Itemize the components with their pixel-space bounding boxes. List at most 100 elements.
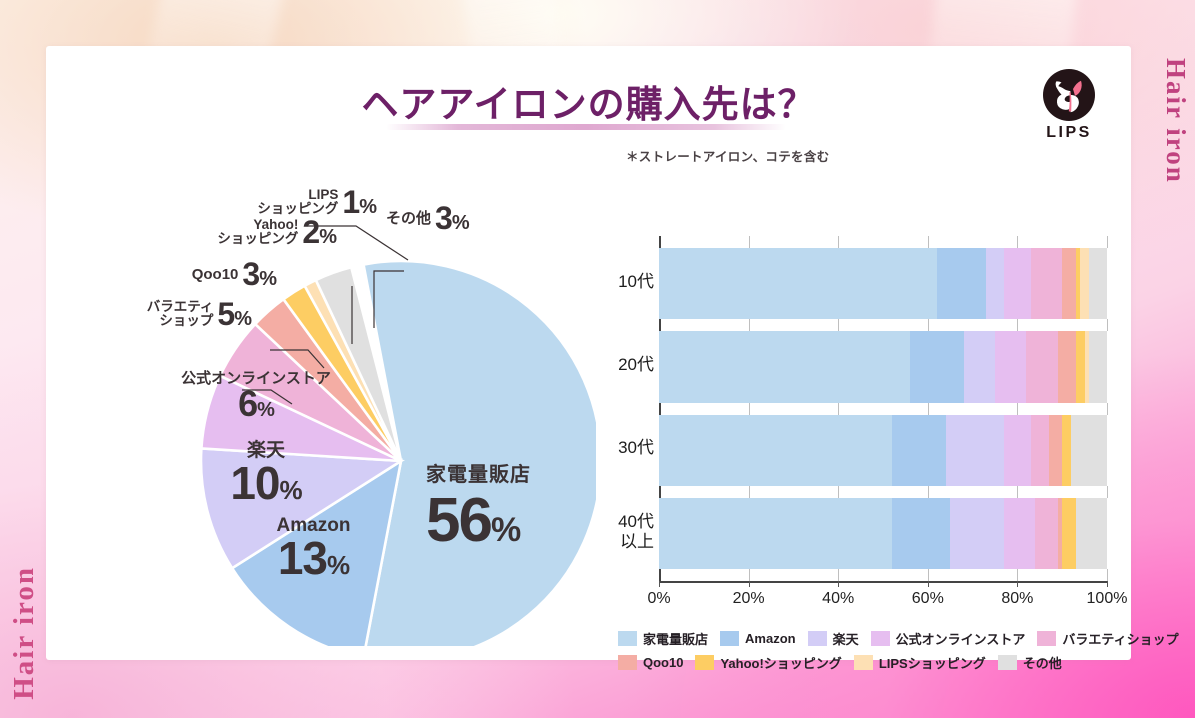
bar-category-label: 10代 [618, 271, 654, 291]
bar-chart-y-axis [659, 236, 661, 581]
legend-swatch [853, 655, 873, 670]
bar-segment [995, 331, 1028, 403]
pie-label-kaden-ryouhanten: 家電量販店 56% [426, 464, 531, 555]
pie-leader-line-other [308, 225, 409, 261]
bar-category-label: 40代 以上 [618, 512, 654, 552]
legend-label: Yahoo!ショッピング [720, 656, 842, 671]
bar-row [659, 497, 1108, 569]
legend-item: Amazon [720, 631, 796, 646]
gridline-40 [838, 236, 840, 581]
pie-chart: LIPS ショッピング 1% Yahoo! ショッピング 2% Qoo10 3% … [56, 176, 603, 663]
bar-segment [659, 248, 938, 320]
bar-category-label: 20代 [618, 354, 654, 374]
x-tick-label-20: 20% [732, 590, 765, 607]
bar-segment [1062, 497, 1077, 569]
bar-segment [1030, 414, 1050, 486]
pie-chart-labels: LIPS ショッピング 1% Yahoo! ショッピング 2% Qoo10 3% … [56, 176, 596, 646]
lips-logo-text: LIPS [1046, 124, 1092, 141]
bar-segment [1071, 414, 1108, 486]
bar-segment [1030, 248, 1064, 320]
bar-segment [1035, 497, 1059, 569]
pie-leader-line-0 [373, 270, 404, 328]
bar-segment [909, 331, 965, 403]
lips-logo: LIPS [1033, 68, 1105, 142]
bar-segment [659, 497, 893, 569]
legend-row-secondary: Qoo10 Yahoo!ショッピング LIPSショッピング その他 [618, 653, 1178, 672]
legend-row-primary: 家電量販店 Amazon 楽天 公式オンラインストア バラエティショップ [618, 629, 1179, 648]
bar-segment [891, 414, 947, 486]
side-wordmark-right: Hair iron [1161, 58, 1191, 184]
legend-item: Qoo10 [618, 655, 683, 670]
deer-logo-icon [1042, 68, 1096, 122]
legend-swatch [618, 655, 637, 670]
legend-label: LIPSショッピング [878, 656, 986, 671]
pie-label-other: その他 3% [386, 200, 470, 236]
bar-segment [1003, 414, 1032, 486]
gridline-80 [1017, 236, 1019, 581]
legend-item: Yahoo!ショッピング [695, 653, 842, 672]
bar-row [659, 248, 1108, 320]
legend-item: その他 [997, 653, 1062, 672]
chart-footnote: ＊ストレートアイロン、コテを含む [626, 150, 830, 164]
pie-chart-svg [199, 225, 603, 663]
x-tick-label-0: 0% [647, 590, 671, 607]
x-tick-label-80: 80% [1001, 590, 1034, 607]
bar-segment [1026, 331, 1059, 403]
x-tick-100 [1107, 581, 1108, 587]
gridline-20 [748, 236, 750, 581]
legend-item: 公式オンラインストア [870, 629, 1026, 648]
legend-label: その他 [1022, 656, 1062, 671]
x-tick-20 [748, 581, 750, 587]
page-title: ヘアアイロンの購入先は？ [361, 85, 816, 126]
pie-leader-line-2 [270, 349, 325, 369]
bar-segment [936, 248, 988, 320]
legend-swatch [695, 655, 715, 670]
legend-label: バラエティショップ [1062, 632, 1179, 647]
x-tick-40 [838, 581, 840, 587]
gridline-60 [927, 236, 929, 581]
bar-segment [891, 497, 952, 569]
legend-label: 家電量販店 [643, 632, 709, 647]
pie-label-yahoo: Yahoo! ショッピング 2% [217, 214, 337, 250]
legend-item: LIPSショッピング [853, 653, 986, 672]
bar-segment [1062, 248, 1077, 320]
pie-label-official-store: 公式オンラインストア 6% [181, 370, 331, 424]
x-tick-0 [659, 581, 660, 587]
legend-label: 楽天 [832, 632, 859, 647]
bar-segment [659, 414, 893, 486]
legend-swatch [720, 631, 740, 646]
title-underline-decoration [386, 124, 786, 130]
bar-segment [1089, 331, 1108, 403]
bar-segment [659, 331, 911, 403]
bar-segment [945, 414, 1005, 486]
content-card: ヘアアイロンの購入先は？ ＊ストレートアイロン、コテを含む LIPS [46, 46, 1179, 671]
bar-row [659, 331, 1108, 403]
bar-row [659, 414, 1108, 486]
bar-segment [963, 331, 996, 403]
bar-segment [1089, 248, 1108, 320]
pie-label-amazon: Amazon 13% [276, 515, 351, 584]
bar-segment [986, 248, 1005, 320]
bar-category-label: 30代 [618, 438, 654, 458]
chart-legend: 家電量販店 Amazon 楽天 公式オンラインストア バラエティショップ Qoo10 Ya… [618, 629, 1179, 677]
bar-segment [1003, 248, 1032, 320]
bar-segment [1048, 414, 1064, 486]
side-wordmark-left: Hair iron [8, 566, 40, 700]
pie-label-rakuten: 楽天 10% [230, 440, 302, 509]
bar-segment [950, 497, 1005, 569]
legend-swatch [1037, 631, 1057, 646]
legend-item: 楽天 [807, 629, 859, 648]
x-tick-label-40: 40% [822, 590, 855, 607]
bar-segment [1075, 497, 1108, 569]
pie-slice-8 [314, 265, 403, 462]
x-tick-label-100: 100% [1086, 590, 1128, 607]
legend-label: 公式オンラインストア [895, 632, 1026, 647]
x-tick-label-60: 60% [911, 590, 944, 607]
pie-label-lips: LIPS ショッピング 1% [257, 184, 377, 220]
legend-item: 家電量販店 [618, 629, 708, 648]
legend-swatch [618, 631, 637, 646]
pie-leader-line-3 [242, 389, 293, 405]
bar-segment [1003, 497, 1037, 569]
pie-slice-2 [199, 447, 406, 570]
